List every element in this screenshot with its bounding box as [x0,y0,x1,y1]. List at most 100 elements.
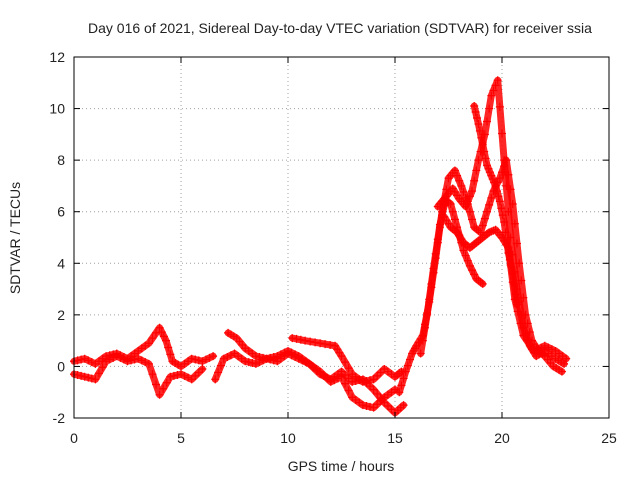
data-point-marker [201,355,210,364]
y-tick-label: 10 [49,101,65,117]
data-point-marker [487,91,496,100]
data-point-marker [537,343,546,352]
data-point-marker [468,266,477,275]
data-point-marker [198,357,207,366]
data-point-marker [219,354,228,363]
data-point-marker [155,323,164,332]
grid [74,57,609,418]
data-point-marker [485,200,494,209]
data-point-marker [109,353,118,362]
data-point-marker [214,368,223,377]
data-point-marker [397,381,406,390]
data-point-marker [194,368,203,377]
data-point-marker [450,215,459,224]
data-point-marker [495,102,504,111]
data-point-marker [77,371,86,380]
data-point-marker [311,338,320,347]
data-point-marker [461,251,470,260]
data-point-marker [366,376,375,385]
x-tick-label: 20 [494,430,510,446]
data-point-marker [152,380,161,389]
data-point-marker [198,365,207,374]
data-point-marker [166,372,175,381]
data-point-marker [87,374,96,383]
data-point-marker [478,221,487,230]
data-point-marker [287,348,296,357]
data-point-marker [511,290,520,299]
data-point-marker [173,371,182,380]
y-tick-label: 6 [57,204,65,220]
data-point-marker [459,187,468,196]
data-point-marker [316,339,325,348]
data-point-marker [259,353,268,362]
x-tick-label: 10 [280,430,296,446]
data-point-marker [505,255,514,264]
data-point-marker [369,385,378,394]
data-point-marker [87,358,96,367]
data-point-marker [483,161,492,170]
data-point-marker [497,204,506,213]
data-point-marker [296,335,305,344]
data-point-marker [112,352,121,361]
data-point-marker [306,337,315,346]
data-point-marker [485,104,494,113]
data-point-marker [504,207,513,216]
data-point-marker [387,405,396,414]
data-point-marker [418,336,427,345]
data-point-marker [344,364,353,373]
data-point-marker [191,371,200,380]
data-point-marker [162,336,171,345]
data-point-marker [251,359,260,368]
data-point-marker [216,361,225,370]
data-point-marker [223,352,232,361]
data-point-marker [305,359,314,368]
data-point-marker [473,114,482,123]
data-point-marker [450,166,459,175]
plot-frame [73,56,610,419]
data-point-marker [321,340,330,349]
data-point-marker [510,279,519,288]
data-point-marker [248,358,257,367]
data-point-marker [488,175,497,184]
data-point-marker [187,354,196,363]
data-point-marker [401,367,410,376]
data-point-marker [455,176,464,185]
data-point-marker [141,358,150,367]
data-point-marker [500,156,509,165]
data-point-marker [470,176,479,185]
data-point-marker [487,171,496,180]
data-point-marker [495,197,504,206]
data-point-marker [470,270,479,279]
y-tick-label: 4 [57,255,65,271]
data-point-marker [162,378,171,387]
data-point-marker [431,249,440,258]
data-point-marker [288,334,297,343]
data-point-marker [491,181,500,190]
data-point-marker [465,261,474,270]
data-point-marker [144,359,153,368]
data-point-marker [475,126,484,135]
data-point-marker [463,256,472,265]
data-point-marker [380,398,389,407]
data-point-marker [498,211,507,220]
data-point-marker [455,230,464,239]
y-tick-label: 8 [57,152,65,168]
data-point-marker [84,356,93,365]
data-point-marker [184,373,193,382]
x-tick-label: 0 [70,430,78,446]
data-point-marker [504,248,513,257]
data-point-marker [516,319,525,328]
data-point-marker [508,269,517,278]
data-point-marker [399,374,408,383]
data-point-marker [501,228,510,237]
data-point-marker [127,356,136,365]
data-point-marker [416,349,425,358]
data-point-marker [405,355,414,364]
data-point-marker [522,336,531,345]
data-point-marker [483,117,492,126]
data-point-marker [474,156,483,165]
data-point-marker [337,367,346,376]
y-tick-label: -2 [53,410,66,426]
